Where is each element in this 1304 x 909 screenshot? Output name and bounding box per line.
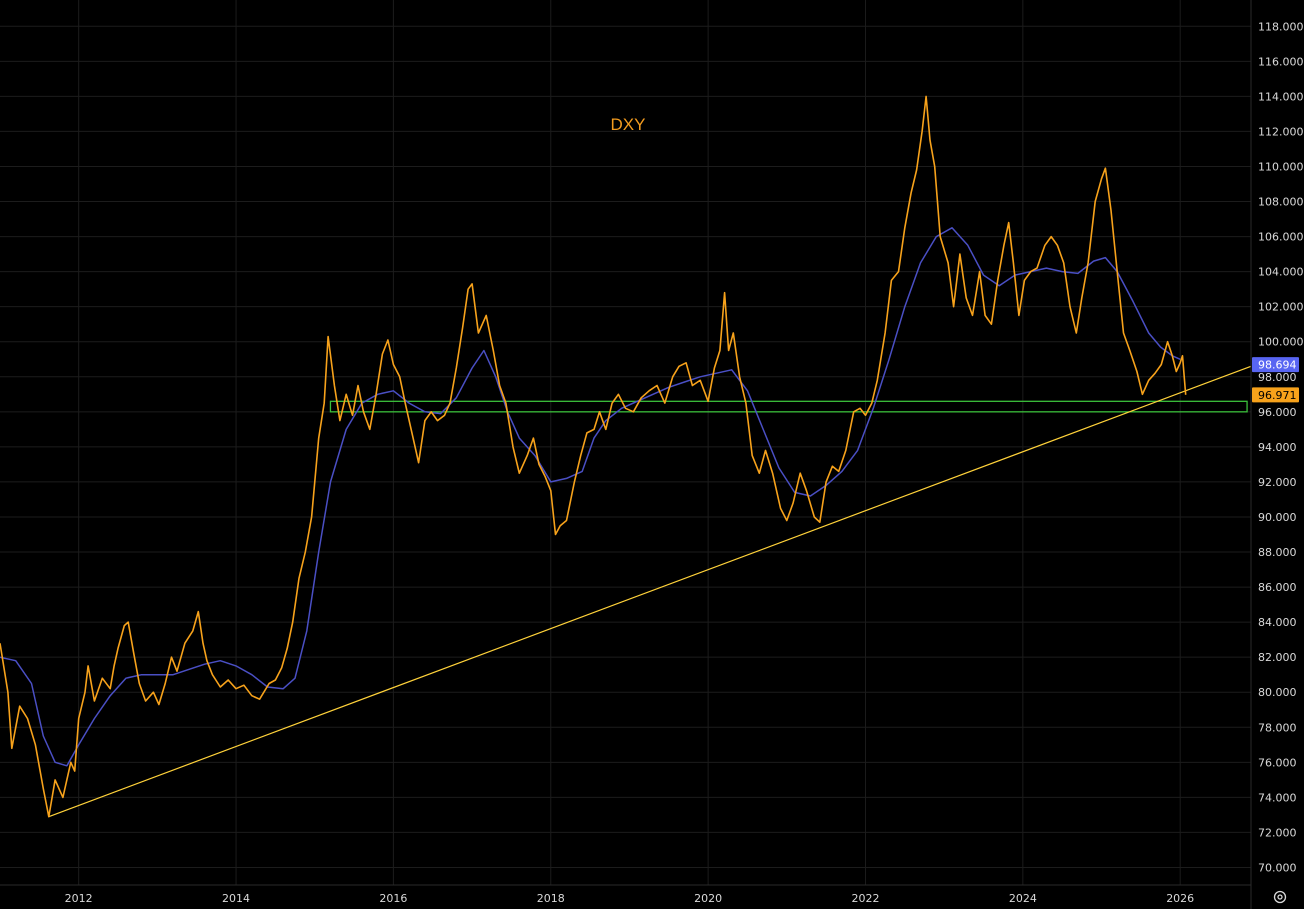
trendline-line	[48, 365, 1252, 818]
y-tick-label: 118.000	[1258, 20, 1304, 33]
price-tag	[1252, 387, 1299, 403]
x-tick-label: 2014	[222, 892, 250, 905]
series-line-dxy	[0, 95, 1187, 818]
y-tick-label: 80.000	[1258, 686, 1297, 699]
y-tick-label: 110.000	[1258, 160, 1304, 173]
y-tick-label: 94.000	[1258, 441, 1297, 454]
time-axis[interactable]: 2012 2014 2016 2018 2020 2022 2024 2026	[65, 892, 1195, 905]
y-tick-label: 104.000	[1258, 266, 1304, 279]
y-tick-label: 92.000	[1258, 476, 1297, 489]
y-tick-label: 86.000	[1258, 581, 1297, 594]
y-tick-label: 82.000	[1258, 651, 1297, 664]
y-tick-label: 102.000	[1258, 301, 1304, 314]
y-tick-label: 108.000	[1258, 196, 1304, 209]
y-tick-label: 96.000	[1258, 406, 1297, 419]
y-tick-label: 114.000	[1258, 90, 1304, 103]
y-tick-label: 72.000	[1258, 826, 1297, 839]
y-tick-label: 74.000	[1258, 791, 1297, 804]
chart-title: DXY	[611, 115, 646, 134]
price-tags: 98.694 96.971	[1252, 357, 1299, 403]
series-line-moving-average	[0, 227, 1181, 767]
x-tick-label: 2016	[379, 892, 407, 905]
y-tick-label: 70.000	[1258, 861, 1297, 874]
series-layer	[0, 95, 1187, 818]
y-tick-label: 78.000	[1258, 721, 1297, 734]
price-tag-label: 98.694	[1258, 359, 1297, 372]
y-tick-label: 116.000	[1258, 55, 1304, 68]
y-tick-label: 76.000	[1258, 756, 1297, 769]
y-tick-label: 90.000	[1258, 511, 1297, 524]
price-tag-label: 96.971	[1258, 389, 1297, 402]
x-tick-label: 2024	[1009, 892, 1037, 905]
support-zone-rect	[329, 400, 1248, 413]
x-tick-label: 2020	[694, 892, 722, 905]
trendline	[48, 365, 1252, 818]
x-tick-label: 2012	[65, 892, 93, 905]
price-tag	[1252, 357, 1299, 373]
y-tick-label: 106.000	[1258, 231, 1304, 244]
y-tick-label: 84.000	[1258, 616, 1297, 629]
settings-gear-icon[interactable]	[1268, 886, 1292, 908]
y-tick-label: 100.000	[1258, 336, 1304, 349]
y-tick-label: 112.000	[1258, 125, 1304, 138]
price-axis[interactable]: 70.000 72.000 74.000 76.000 78.000 80.000 82.0…	[1258, 20, 1304, 874]
y-tick-label: 98.000	[1258, 371, 1297, 384]
y-tick-label: 88.000	[1258, 546, 1297, 559]
x-tick-label: 2018	[537, 892, 565, 905]
x-tick-label: 2022	[851, 892, 879, 905]
support-zone	[329, 400, 1248, 413]
x-tick-label: 2026	[1166, 892, 1194, 905]
